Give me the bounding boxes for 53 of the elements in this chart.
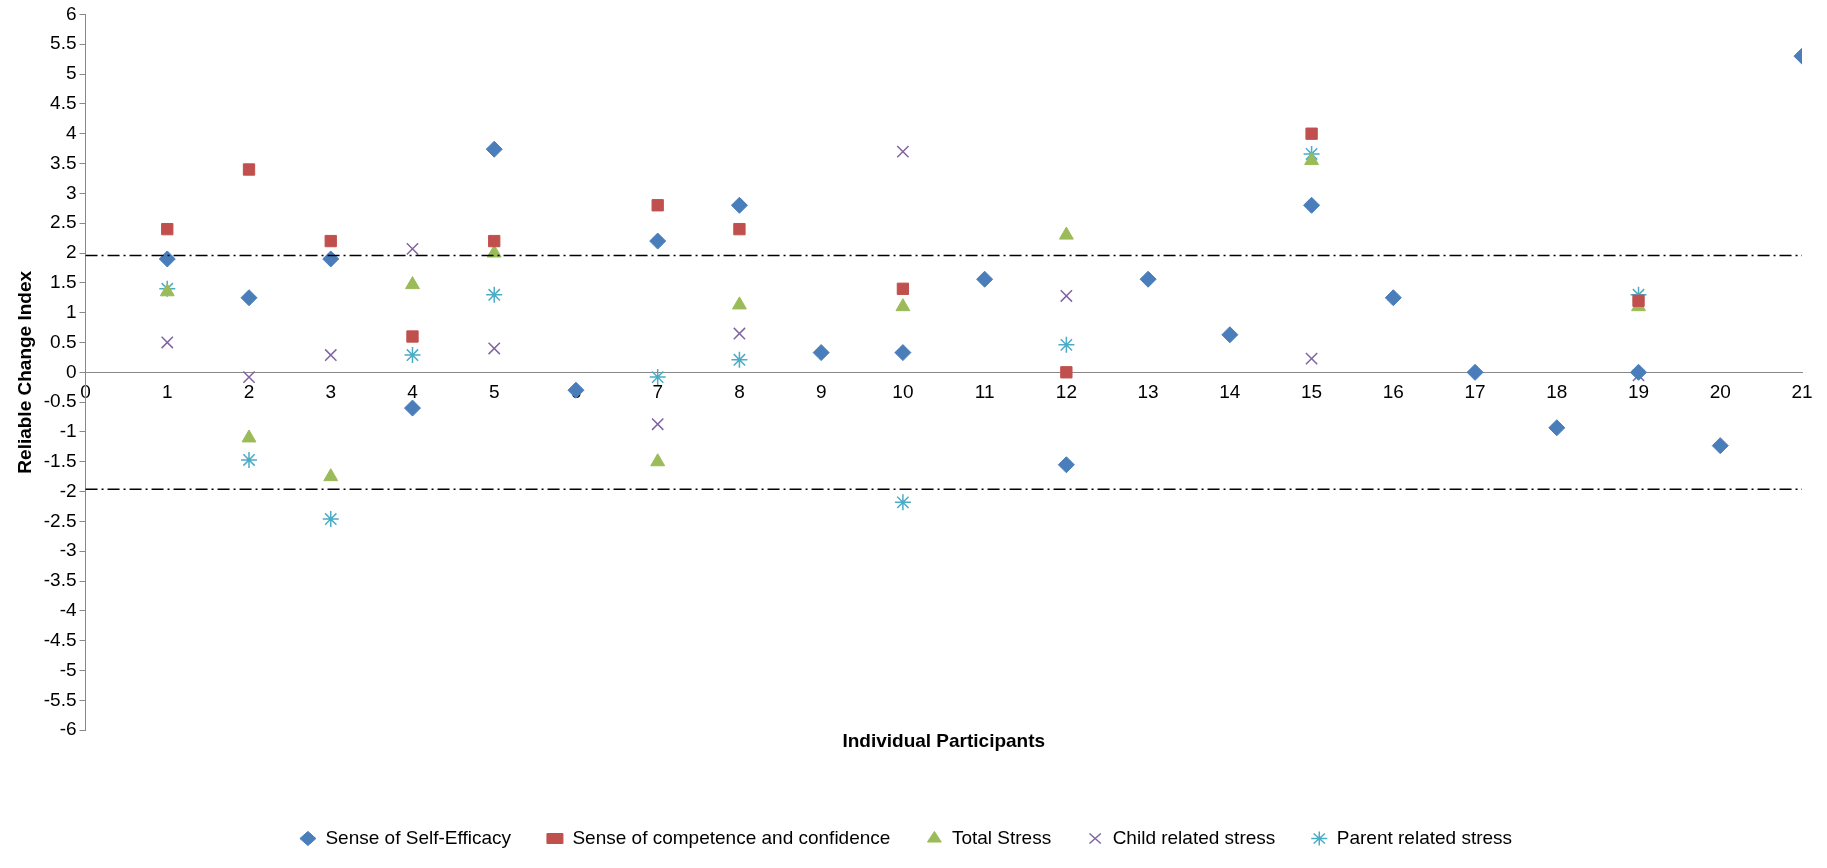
x-tick-label: 5 xyxy=(488,380,500,402)
x-tick-label: 9 xyxy=(815,380,827,402)
x-tick-label: 17 xyxy=(1464,380,1486,402)
x-tick-label: 19 xyxy=(1627,380,1650,402)
y-tick-label: 0 xyxy=(65,360,77,382)
y-tick-label: 5 xyxy=(65,62,77,84)
x-tick-label: 16 xyxy=(1382,380,1404,402)
y-axis-title: Reliable Change Index xyxy=(13,270,35,474)
legend-label: Parent related stress xyxy=(1336,826,1513,848)
legend-label: Total Stress xyxy=(951,826,1052,848)
y-tick-label: -6 xyxy=(59,718,77,740)
y-tick-label: -3.5 xyxy=(43,569,77,591)
y-tick-label: -1 xyxy=(59,420,77,442)
y-tick-label: 3.5 xyxy=(50,151,77,173)
y-tick-label: 5.5 xyxy=(50,32,77,54)
x-tick-label: 2 xyxy=(243,380,255,402)
x-tick-label: 11 xyxy=(974,380,995,402)
x-tick-label: 1 xyxy=(161,380,173,402)
y-tick-label: 2 xyxy=(65,241,77,263)
x-tick-label: 8 xyxy=(734,380,745,402)
y-tick-label: 6 xyxy=(65,2,77,24)
x-tick-label: 13 xyxy=(1137,380,1159,402)
x-tick-label: 18 xyxy=(1546,380,1568,402)
x-tick-label: 15 xyxy=(1301,380,1323,402)
x-tick-label: 0 xyxy=(80,380,91,402)
y-tick-label: 3 xyxy=(65,181,77,203)
y-tick-label: -2.5 xyxy=(43,509,77,531)
y-tick-label: 4 xyxy=(65,121,77,143)
y-tick-label: -4 xyxy=(59,599,77,621)
legend-label: Sense of Self-Efficacy xyxy=(325,826,512,848)
y-tick-label: -1.5 xyxy=(43,450,77,472)
y-tick-label: 1 xyxy=(65,300,77,322)
x-tick-label: 20 xyxy=(1709,380,1731,402)
y-tick-label: -4.5 xyxy=(43,628,77,650)
legend-label: Sense of competence and confidence xyxy=(572,826,891,848)
y-tick-label: -0.5 xyxy=(43,390,77,412)
y-tick-label: 2.5 xyxy=(50,211,77,233)
y-tick-label: -5.5 xyxy=(43,688,77,710)
y-tick-label: -3 xyxy=(59,539,77,561)
x-tick-label: 12 xyxy=(1055,380,1077,402)
y-tick-label: 4.5 xyxy=(50,92,77,114)
x-tick-label: 3 xyxy=(325,380,337,402)
x-tick-label: 14 xyxy=(1219,380,1241,402)
y-tick-label: 0.5 xyxy=(50,330,77,352)
x-tick-label: 10 xyxy=(892,380,914,402)
x-axis-title: Individual Participants xyxy=(842,729,1046,751)
x-tick-label: 7 xyxy=(652,380,663,402)
y-tick-label: -5 xyxy=(59,658,77,680)
y-tick-label: -2 xyxy=(59,479,77,501)
x-tick-label: 21 xyxy=(1791,380,1813,402)
x-tick-label: 4 xyxy=(407,380,419,402)
legend-label: Child related stress xyxy=(1112,826,1276,848)
y-tick-label: 1.5 xyxy=(50,271,77,293)
